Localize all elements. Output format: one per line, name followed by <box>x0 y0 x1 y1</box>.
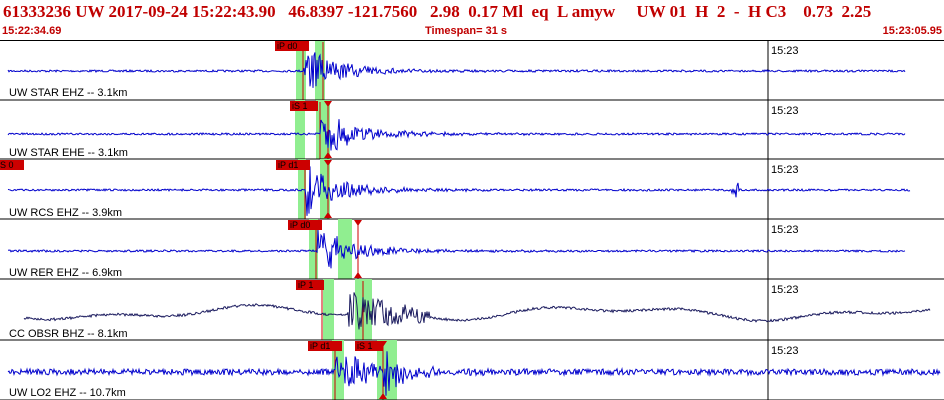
time-marker-label: 15:23 <box>771 224 799 236</box>
trace-row[interactable]: iP 1 15:23 CC OBSR BHZ -- 8.1km <box>0 279 944 341</box>
theoretical-arrival-marker <box>324 160 332 166</box>
waveform-panel[interactable]: iP d0 15:23 UW STAR EHZ -- 3.1km iS 1 15:23 U… <box>0 40 944 400</box>
pick-label: iP 1 <box>298 280 313 290</box>
pick-label: iP d1 <box>310 341 330 351</box>
trace-row[interactable]: iP d1 S 0 15:23 UW RCS EHZ -- 3.9km <box>0 159 944 220</box>
waveform <box>23 292 931 330</box>
waveform <box>7 229 906 269</box>
channel-label: UW STAR EHE -- 3.1km <box>9 147 128 159</box>
theoretical-arrival-marker <box>379 393 387 399</box>
channel-label: UW RER EHZ -- 6.9km <box>9 267 122 279</box>
channel-label: UW RCS EHZ -- 3.9km <box>9 207 122 219</box>
time-marker-label: 15:23 <box>771 164 799 176</box>
theoretical-arrival-marker <box>354 220 362 226</box>
time-marker-label: 15:23 <box>771 345 799 357</box>
pick-label-box[interactable] <box>276 160 310 170</box>
time-marker-label: 15:23 <box>771 105 799 117</box>
waveform <box>7 52 906 88</box>
time-marker-label: 15:23 <box>771 45 799 57</box>
pick-window <box>296 40 306 100</box>
trace-row[interactable]: iP d0 15:23 UW STAR EHZ -- 3.1km <box>0 40 944 101</box>
pick-label-box[interactable] <box>288 220 322 230</box>
window-start-time: 15:22:34.69 <box>2 25 62 37</box>
channel-label: UW STAR EHZ -- 3.1km <box>9 87 127 99</box>
pick-label-box[interactable] <box>355 341 383 351</box>
event-header: 61333236 UW 2017-09-24 15:22:43.90 46.83… <box>0 0 944 40</box>
channel-label: CC OBSR BHZ -- 8.1km <box>9 328 128 340</box>
trace-row[interactable]: iS 1 15:23 UW STAR EHE -- 3.1km <box>0 100 944 160</box>
trace-row[interactable]: iP d1 iS 1 15:23 UW LO2 EHZ -- 10.7km <box>0 340 944 400</box>
theoretical-arrival-marker <box>324 152 332 158</box>
time-marker-label: 15:23 <box>771 284 799 296</box>
pick-label: iS 1 <box>292 101 308 111</box>
channel-label: UW LO2 EHZ -- 10.7km <box>9 387 126 399</box>
pick-label: iP d0 <box>290 220 310 230</box>
pick-label-box[interactable] <box>275 41 309 51</box>
pick-window <box>295 100 305 159</box>
pick-label-box[interactable] <box>296 280 324 290</box>
pick-label-box[interactable] <box>0 160 24 170</box>
waveform <box>7 119 906 151</box>
timespan-label: Timespan= 31 s <box>425 25 508 37</box>
pick-window <box>309 219 318 279</box>
theoretical-arrival-marker <box>379 341 387 347</box>
pick-window <box>315 40 325 100</box>
pick-label-box[interactable] <box>290 101 318 111</box>
window-end-time: 15:23:05.95 <box>882 25 942 37</box>
pick-label: S 0 <box>0 160 14 170</box>
pick-label: iS 1 <box>357 341 373 351</box>
event-summary-line: 61333236 UW 2017-09-24 15:22:43.90 46.83… <box>3 2 872 21</box>
trace-row[interactable]: iP d0 15:23 UW RER EHZ -- 6.9km <box>0 219 944 280</box>
theoretical-arrival-marker <box>324 212 332 218</box>
theoretical-arrival-marker <box>354 272 362 278</box>
waveform <box>7 351 941 396</box>
theoretical-arrival-marker <box>324 101 332 107</box>
pick-label-box[interactable] <box>308 341 342 351</box>
waveform <box>7 166 911 216</box>
pick-label: iP d0 <box>277 41 297 51</box>
pick-label: iP d1 <box>278 160 298 170</box>
pick-window <box>323 279 334 340</box>
